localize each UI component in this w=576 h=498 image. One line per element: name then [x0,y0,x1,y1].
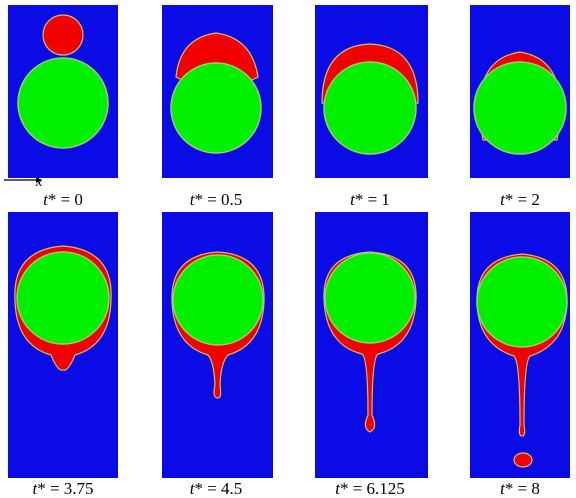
panel [162,5,273,178]
sphere [325,253,415,343]
time-label: t* = 8 [500,479,540,498]
time-label: t* = 1 [350,190,390,209]
time-value: * = 2 [505,190,540,209]
panel [162,212,273,478]
time-label: t* = 6.125 [335,479,405,498]
time-value: * = 8 [505,479,540,498]
time-label: t* = 3.75 [32,479,93,498]
sphere [171,63,261,153]
sphere [17,252,109,344]
sphere [18,58,108,148]
time-value: * = 1 [355,190,390,209]
time-label: t* = 4.5 [190,479,243,498]
droplet [43,15,83,55]
panel [315,212,428,478]
time-value: * = 6.125 [340,479,405,498]
time-label: t* = 0 [43,190,83,209]
axis-label: x [35,175,43,190]
panel [8,212,118,478]
time-label: t* = 0.5 [190,190,243,209]
panel [8,5,118,178]
satellite-drop [514,453,532,467]
sphere [173,255,263,345]
time-label: t* = 2 [500,190,540,209]
panel [470,5,570,178]
sphere [324,62,416,154]
time-value: * = 0 [48,190,83,209]
time-value: * = 0.5 [194,190,242,209]
sphere [474,62,566,154]
panel [470,212,570,478]
time-value: * = 4.5 [194,479,242,498]
figure: x t* = 0 t* = 0.5 t* = 1 t* = 2 t* = 3.75 t* … [0,0,576,498]
sphere [477,257,567,347]
time-value: * = 3.75 [37,479,93,498]
panel [315,5,428,178]
